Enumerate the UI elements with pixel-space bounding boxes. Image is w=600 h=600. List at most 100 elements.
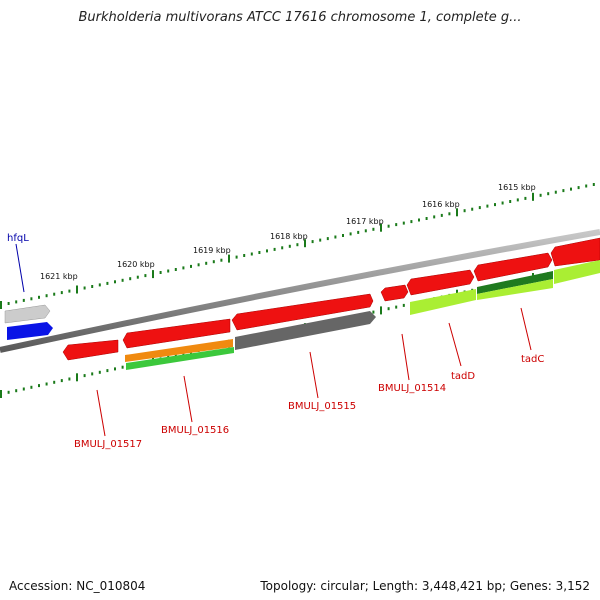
ruler-tick <box>228 254 230 263</box>
gene-label-bmulj-01517[interactable]: BMULJ_01517 <box>74 439 142 450</box>
gene-label-hfql[interactable]: hfqL <box>7 233 29 244</box>
ruler-tick <box>532 192 534 201</box>
ruler-tick <box>478 206 481 210</box>
ruler-tick <box>212 260 215 264</box>
ruler-tick <box>106 369 109 373</box>
ruler-tick <box>266 249 268 253</box>
ruler-tick <box>83 374 86 378</box>
ruler-tick <box>562 189 565 193</box>
ruler-tick <box>410 220 413 224</box>
ruler-tick <box>91 372 94 376</box>
ruler-tick <box>539 193 542 197</box>
ruler-tick <box>76 285 78 294</box>
ruler-tick <box>106 281 109 285</box>
ruler-tick <box>334 235 337 239</box>
ruler-tick <box>60 291 63 295</box>
ruler-tick <box>121 278 124 282</box>
gene-hfql-arrow[interactable] <box>7 322 53 340</box>
gene-labels: hfqL BMULJ_01517 BMULJ_01516 BMULJ_01515… <box>7 233 544 450</box>
tick-label: 1619 kbp <box>193 246 231 255</box>
ruler-tick <box>38 384 40 388</box>
ruler-tick <box>296 243 299 247</box>
leader-bmulj-01514 <box>401 333 410 381</box>
ruler-tick <box>114 367 116 371</box>
ruler-tick <box>592 183 595 186</box>
ruler-tick <box>152 270 154 279</box>
gene-bmulj-01515[interactable] <box>235 311 376 350</box>
gene-label-tadc[interactable]: tadC <box>521 354 544 365</box>
gene-label-bmulj-01516[interactable]: BMULJ_01516 <box>161 425 229 436</box>
leader-tadc <box>520 307 532 351</box>
topology-summary-text: Topology: circular; Length: 3,448,421 bp… <box>260 579 590 593</box>
ruler-tick <box>418 218 420 222</box>
gene-tadd-red[interactable] <box>406 269 475 296</box>
ruler-tick <box>167 269 170 273</box>
ruler-tick <box>121 365 124 369</box>
ruler-tick <box>15 389 18 393</box>
gene-bmulj-01517[interactable] <box>62 339 119 361</box>
ruler-tick <box>98 370 101 374</box>
gene-label-tadd[interactable]: tadD <box>451 371 475 382</box>
chromosome-backbone <box>0 229 600 353</box>
ruler-tick <box>129 277 132 281</box>
tick-label: 1620 kbp <box>117 260 155 269</box>
gene-label-bmulj-01515[interactable]: BMULJ_01515 <box>288 401 356 412</box>
ruler-tick <box>326 237 329 241</box>
ruler-tick <box>136 275 139 279</box>
ruler-tick <box>190 264 192 268</box>
ruler-tick <box>319 238 322 242</box>
ruler-tick <box>585 184 588 188</box>
ruler-tick <box>45 294 48 298</box>
ruler-tick <box>91 285 94 288</box>
label-leaders <box>15 243 532 437</box>
gene-label-bmulj-01514[interactable]: BMULJ_01514 <box>378 383 446 394</box>
ruler-tick <box>570 187 572 191</box>
gene-bmulj-01514[interactable] <box>380 284 409 302</box>
ruler-tick <box>501 201 504 205</box>
ruler-tick <box>433 215 436 219</box>
ruler-tick <box>45 382 48 386</box>
gene-tadc-red[interactable] <box>473 252 553 282</box>
gene-bmulj-01516[interactable] <box>122 318 231 349</box>
ruler-tick <box>395 223 398 227</box>
ruler-tick <box>22 387 25 391</box>
leader-tadd <box>448 322 462 367</box>
ruler-tick <box>448 212 451 216</box>
ruler-tick <box>159 271 162 274</box>
leader-bmulj-01515 <box>309 351 319 399</box>
ruler-tick <box>577 186 580 190</box>
leader-hfql <box>15 243 25 293</box>
ruler-tick <box>380 306 382 315</box>
gene-right-red[interactable] <box>550 237 600 267</box>
tick-label: 1615 kbp <box>498 183 536 192</box>
ruler-tick <box>0 301 2 309</box>
ruler-tick <box>440 213 443 217</box>
scale-labels: 1621 kbp 1620 kbp 1619 kbp 1618 kbp 1617… <box>40 183 536 281</box>
tick-label: 1621 kbp <box>40 272 78 281</box>
gene-right-lime[interactable] <box>554 260 600 284</box>
ruler-tick <box>554 190 557 194</box>
gene-tadc[interactable] <box>477 279 553 300</box>
gene-bmulj-01516-green[interactable] <box>126 347 234 370</box>
ruler-tick <box>342 234 344 237</box>
ruler-tick <box>349 232 352 236</box>
ruler-tick <box>494 203 496 207</box>
tick-label: 1616 kbp <box>422 200 460 209</box>
ruler-tick <box>83 286 86 290</box>
leader-bmulj-01516 <box>183 375 193 423</box>
ruler-tick <box>516 198 519 202</box>
ruler-tick <box>68 377 71 381</box>
gene-bmulj-01515-red[interactable] <box>231 293 374 331</box>
gene-tadd[interactable] <box>410 289 476 315</box>
ruler-tick <box>235 255 238 259</box>
ruler-tick <box>68 289 71 293</box>
ruler-tick <box>395 305 398 309</box>
ruler-tick <box>380 223 382 232</box>
ruler-tick <box>524 196 527 200</box>
gene-tadc-darkgreen[interactable] <box>477 271 553 294</box>
ruler-tick <box>30 297 33 301</box>
ruler-tick <box>144 274 147 278</box>
gene-bmulj-01516-orange[interactable] <box>125 339 233 362</box>
gene-hfql[interactable] <box>4 304 51 324</box>
